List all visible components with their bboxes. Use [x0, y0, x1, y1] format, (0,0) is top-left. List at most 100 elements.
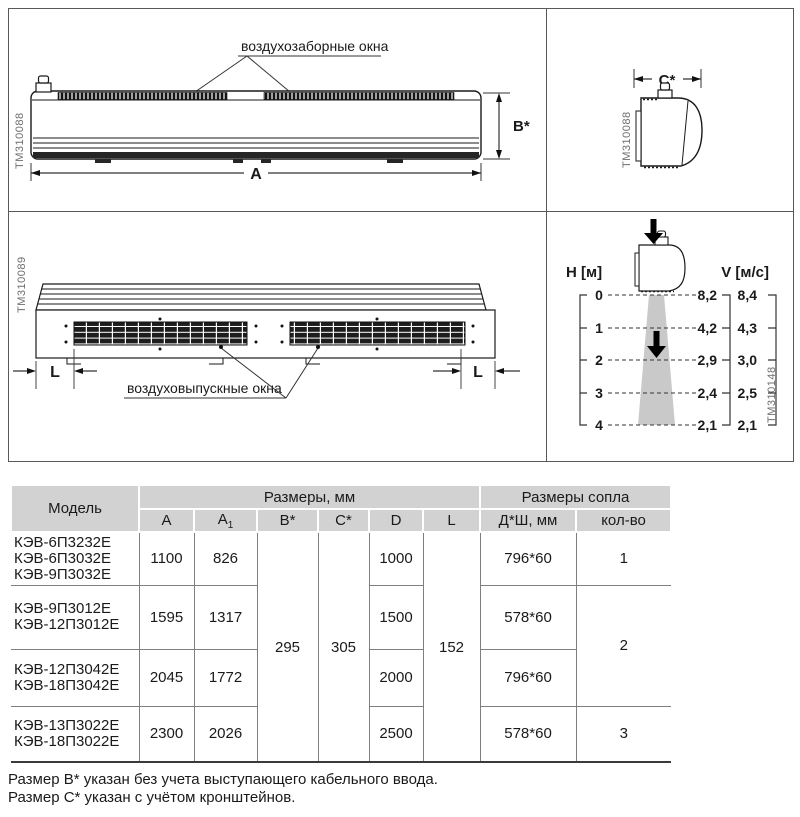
- side-view-panel: C* ТМ310088: [546, 9, 793, 211]
- flow-arrow: [647, 331, 666, 358]
- foot: [387, 159, 403, 163]
- arrowhead-left: [31, 170, 40, 176]
- arrowhead-right: [27, 368, 36, 374]
- outlet-louvers: [33, 137, 479, 149]
- cell-c-merged: 305: [317, 532, 369, 762]
- svg-text:3,0: 3,0: [738, 352, 758, 368]
- dim-a-extension-ticks: [30, 163, 482, 181]
- cell-nozzle: 578*60: [479, 584, 577, 649]
- cell-models: КЭВ-6П3232Е КЭВ-6П3032Е КЭВ-9П3032Е: [14, 533, 112, 583]
- cell-nozzle: 578*60: [479, 705, 577, 762]
- outlet-leader-lines: [220, 347, 319, 399]
- cell-qty: 3: [575, 705, 672, 762]
- outlet-window-left: [73, 321, 248, 346]
- cell-b-merged: 295: [256, 532, 318, 762]
- table-row: КЭВ-13П3022Е КЭВ-18П3022Е 2300 2026 2500…: [11, 705, 672, 762]
- cell-l-merged: 152: [422, 532, 481, 762]
- svg-text:2,1: 2,1: [698, 417, 718, 433]
- foot: [261, 159, 271, 163]
- tm-code-front: ТМ310088: [14, 112, 26, 169]
- cable-gland-cap: [37, 75, 50, 84]
- svg-text:1: 1: [595, 320, 603, 336]
- footnote-c: Размер С* указан с учётом кронштейнов.: [8, 789, 296, 806]
- outlet-windows-label: воздуховыпускные окна: [127, 380, 282, 396]
- header-dimensions-group: Размеры, мм: [137, 484, 482, 510]
- spec-table: Модель Размеры, мм Размеры сопла A A1 B*…: [10, 484, 673, 763]
- tm-code-side: ТМ310088: [621, 111, 633, 168]
- tm-code-bottom: ТМ310089: [16, 256, 28, 313]
- foot: [233, 159, 243, 163]
- arrowhead-right: [692, 76, 701, 82]
- v1-bracket: [722, 294, 731, 426]
- cell-a1: 826: [193, 532, 257, 585]
- velocity-column-1: 8,2 4,2 2,9 2,4 2,1: [698, 287, 718, 433]
- dim-b-extension-lines: [483, 92, 510, 160]
- mount-bracket: [635, 110, 642, 162]
- outlet-window-right: [289, 321, 466, 346]
- unit-side-small: [638, 244, 686, 292]
- outlet-dark-band: [33, 152, 479, 158]
- cable-gland-base: [657, 89, 673, 99]
- h-axis-bracket: [579, 294, 587, 426]
- spec-table-wrapper: Модель Размеры, мм Размеры сопла A A1 B*…: [10, 484, 673, 763]
- header-col-l: L: [421, 508, 482, 533]
- level-dashed-lines: [608, 294, 696, 426]
- cell-nozzle: 796*60: [479, 532, 577, 585]
- svg-text:4: 4: [595, 417, 603, 433]
- svg-text:8,4: 8,4: [738, 287, 758, 303]
- cell-a: 1595: [138, 584, 194, 649]
- header-col-a: A: [138, 508, 195, 533]
- header-col-b: B*: [256, 508, 319, 533]
- intake-leader-lines: [194, 55, 291, 93]
- cell-qty: 1: [575, 532, 672, 585]
- arrowhead-right: [452, 368, 461, 374]
- leader-dot: [219, 345, 223, 349]
- cell-a: 2045: [138, 648, 194, 706]
- cell-a1: 1317: [193, 584, 257, 649]
- table-row: КЭВ-6П3232Е КЭВ-6П3032Е КЭВ-9П3032Е 1100…: [11, 532, 672, 762]
- cell-d: 1500: [368, 584, 423, 649]
- intake-windows-label: воздухозаборные окна: [241, 38, 389, 54]
- svg-text:4,2: 4,2: [698, 320, 718, 336]
- rib-lines: [38, 288, 484, 305]
- svg-text:0: 0: [595, 287, 603, 303]
- velocity-column-2: 8,4 4,3 3,0 2,5 2,1: [738, 287, 758, 433]
- bottom-view-drawing: L L воздуховыпускные окна ТМ310089: [13, 256, 520, 399]
- dim-c-label-bg: [652, 69, 683, 86]
- header-col-c: C*: [317, 508, 370, 533]
- frame-divider-vertical: [546, 9, 547, 461]
- dim-l-left-label: L: [50, 364, 60, 381]
- dim-a-label: A: [250, 166, 262, 183]
- arrowhead-left: [495, 368, 504, 374]
- cell-models: КЭВ-13П3022Е КЭВ-18П3022Е: [11, 705, 139, 762]
- svg-text:4,3: 4,3: [738, 320, 758, 336]
- leader-dot: [316, 345, 320, 349]
- cell-a: 2300: [138, 705, 194, 762]
- cell-a1: 2026: [193, 705, 257, 762]
- arrowhead-up: [496, 93, 502, 102]
- cell-models: КЭВ-12П3042Е КЭВ-18П3042Е: [11, 648, 139, 706]
- dim-l-right-label: L: [473, 364, 483, 381]
- dim-a-label-bg: [244, 163, 268, 181]
- foot: [95, 159, 111, 163]
- h-axis-ticks: 0 1 2 3 4: [595, 287, 603, 433]
- svg-text:2: 2: [595, 352, 603, 368]
- intake-arrow: [644, 219, 663, 244]
- intake-grille-right: [263, 92, 455, 100]
- cell-d: 2000: [368, 648, 423, 706]
- dim-b-label: B*: [513, 118, 530, 135]
- svg-text:3: 3: [595, 385, 603, 401]
- cell-a1: 1772: [193, 648, 257, 706]
- mount-bracket: [634, 252, 640, 287]
- arrowhead-down: [496, 150, 502, 159]
- mount-hooks: [66, 358, 462, 365]
- airflow-panel: H [м] 0 1 2 3 4 V [м/с] 8,2 4,2 2,9 2,4 …: [546, 211, 793, 461]
- footnotes: Размер В* указан без учета выступающего …: [8, 771, 438, 807]
- header-model: Модель: [10, 484, 140, 533]
- header-col-d: D: [368, 508, 424, 533]
- cell-qty-merged: 2: [575, 584, 672, 706]
- tm-code-airflow: ТМ310148: [766, 366, 778, 423]
- arrowhead-right: [472, 170, 481, 176]
- h-axis-label: H [м]: [566, 264, 602, 281]
- cable-gland-cap: [659, 82, 671, 91]
